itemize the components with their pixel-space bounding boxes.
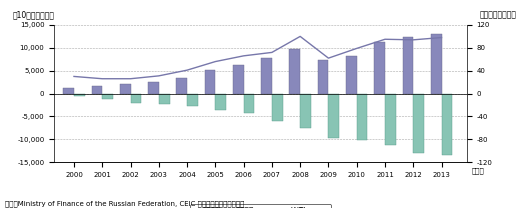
- Legend: 財政収入, 財政支出, 原油価格（WTI）（右軸）: 財政収入, 財政支出, 原油価格（WTI）（右軸）: [190, 204, 331, 208]
- Bar: [385, 94, 396, 145]
- Bar: [148, 82, 159, 94]
- Bar: [215, 94, 226, 110]
- Bar: [346, 56, 357, 94]
- Bar: [413, 94, 424, 153]
- Bar: [261, 58, 272, 94]
- Bar: [74, 94, 85, 96]
- Bar: [91, 86, 102, 94]
- Bar: [187, 94, 198, 106]
- Bar: [289, 49, 300, 94]
- Bar: [402, 37, 413, 94]
- Bar: [318, 60, 329, 94]
- Bar: [159, 94, 170, 104]
- Text: （年）: （年）: [471, 168, 484, 174]
- Bar: [102, 94, 113, 99]
- Bar: [233, 65, 244, 94]
- Text: 資料：Ministry of Finance of the Russian Federation, CEIC データベースから作成。: 資料：Ministry of Finance of the Russian Fe…: [5, 200, 245, 207]
- Bar: [176, 78, 187, 94]
- Text: （10億ルーブル）: （10億ルーブル）: [13, 10, 55, 20]
- Bar: [120, 84, 131, 94]
- Bar: [357, 94, 367, 140]
- Bar: [329, 94, 339, 138]
- Bar: [374, 42, 385, 94]
- Bar: [63, 88, 74, 94]
- Bar: [244, 94, 254, 113]
- Bar: [205, 70, 215, 94]
- Bar: [131, 94, 141, 103]
- Bar: [272, 94, 283, 121]
- Bar: [442, 94, 453, 155]
- Bar: [431, 34, 442, 94]
- Bar: [300, 94, 311, 128]
- Text: （ドル／バレル）: （ドル／バレル）: [479, 10, 516, 20]
